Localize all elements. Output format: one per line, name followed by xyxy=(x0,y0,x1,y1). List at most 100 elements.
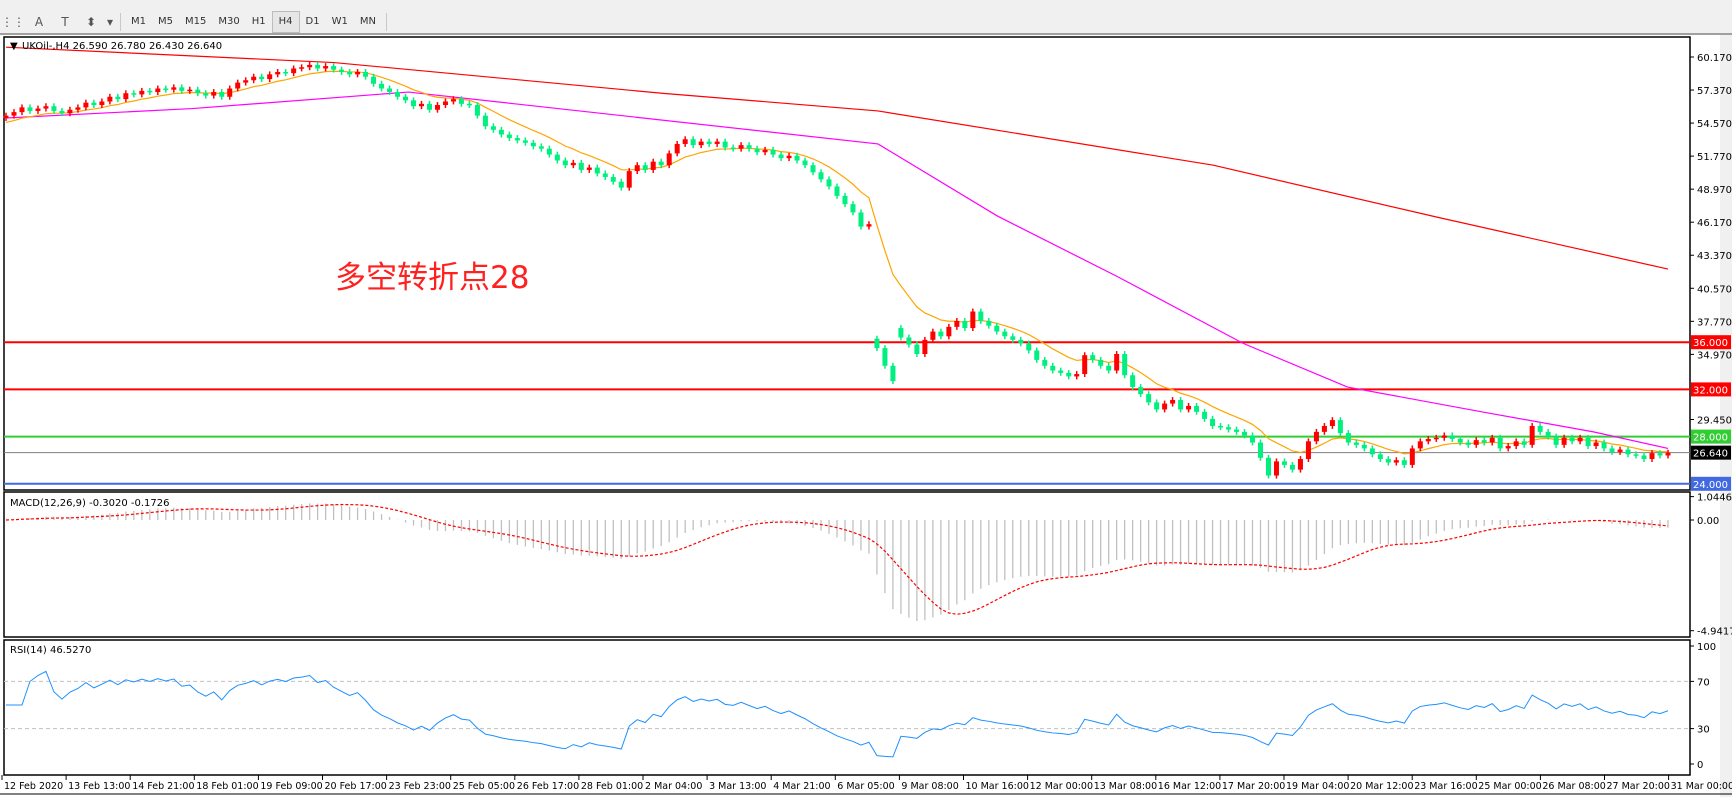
timeframe-mn[interactable]: MN xyxy=(359,16,376,27)
candle xyxy=(1433,434,1439,442)
arrows-icon[interactable]: ⬍ xyxy=(85,15,97,29)
candle xyxy=(874,335,880,352)
candle-body xyxy=(522,140,528,143)
candle-body xyxy=(930,331,936,340)
macd-indicator: 1.0446 0.00 -4.9417 xyxy=(5,493,1732,638)
price-tick-label: 60.170 xyxy=(1697,53,1732,64)
candle-body xyxy=(458,99,464,104)
candle xyxy=(1497,434,1503,452)
candle-body xyxy=(259,76,265,80)
candle-body xyxy=(514,138,520,141)
candle xyxy=(195,86,201,97)
dropdown-icon[interactable]: ▾ xyxy=(106,15,114,29)
candle xyxy=(315,61,321,72)
timeframe-m5[interactable]: M5 xyxy=(158,16,173,27)
candle-body xyxy=(1082,355,1088,375)
rsi-indicator: 100 70 30 0 xyxy=(4,642,1716,771)
candle-body xyxy=(434,105,440,110)
candle-body xyxy=(1417,441,1423,449)
time-tick-label: 3 Mar 13:00 xyxy=(709,781,766,792)
candle xyxy=(379,80,385,92)
candle-body xyxy=(1018,339,1024,344)
candle xyxy=(1385,456,1391,466)
timeframe-h4[interactable]: H4 xyxy=(271,11,300,33)
candle-body xyxy=(1002,331,1008,337)
candle xyxy=(1273,458,1279,479)
candle-body xyxy=(1353,442,1359,445)
candle-body xyxy=(770,149,776,155)
candle xyxy=(698,138,704,149)
candle-body xyxy=(1529,425,1535,445)
candle-body xyxy=(1289,464,1295,470)
level-label: 32.000 xyxy=(1693,385,1728,396)
candle-body xyxy=(67,109,73,114)
candle xyxy=(283,69,289,77)
timeframe-w1[interactable]: W1 xyxy=(331,16,348,27)
rsi-label: RSI(14) 46.5270 xyxy=(10,645,91,656)
candle-body xyxy=(331,66,337,70)
macd-tick-label: 0.00 xyxy=(1697,516,1719,527)
candle xyxy=(522,137,528,146)
candle xyxy=(123,90,129,103)
candle-body xyxy=(530,142,536,147)
candle xyxy=(650,158,656,173)
time-tick-label: 16 Mar 12:00 xyxy=(1158,781,1221,792)
candle xyxy=(506,131,512,142)
candle-body xyxy=(1497,437,1503,449)
price-panel xyxy=(3,36,1691,491)
candle xyxy=(474,102,480,119)
price-tick-label: 46.170 xyxy=(1697,218,1732,229)
candle-body xyxy=(618,181,624,188)
candle-body xyxy=(1633,454,1639,456)
time-tick-label: 19 Mar 04:00 xyxy=(1286,781,1349,792)
candle xyxy=(251,73,257,84)
candle xyxy=(562,157,568,169)
candle xyxy=(1353,439,1359,448)
timeframe-m15[interactable]: M15 xyxy=(185,16,207,27)
candle-body xyxy=(1665,452,1671,456)
price-axis: 60.170 57.370 54.570 51.770 48.970 46.170 43.3… xyxy=(1690,53,1732,426)
candle-body xyxy=(586,167,592,170)
candle xyxy=(778,151,784,162)
candle-body xyxy=(1058,370,1064,373)
grid-f-icon[interactable]: ⋮⋮ xyxy=(1,15,25,29)
text-label-icon[interactable]: T xyxy=(61,15,69,29)
candle xyxy=(331,63,337,73)
timeframe-m30[interactable]: M30 xyxy=(218,16,240,27)
chart-menu-triangle-icon[interactable]: ▼ xyxy=(10,41,18,52)
timeframe-d1[interactable]: D1 xyxy=(305,16,320,27)
candle-body xyxy=(187,89,193,92)
candle xyxy=(1218,423,1224,431)
candle xyxy=(1210,415,1216,429)
candle-body xyxy=(1138,387,1144,395)
candle-body xyxy=(395,92,401,97)
candle-body xyxy=(1441,435,1447,438)
candle xyxy=(954,318,960,330)
candle-body xyxy=(155,88,161,93)
level-label: 36.000 xyxy=(1693,338,1728,349)
candle xyxy=(147,87,153,95)
rsi-tick-label: 100 xyxy=(1697,642,1716,653)
candle xyxy=(403,93,409,104)
candle-body xyxy=(1098,359,1104,366)
candle-body xyxy=(490,126,496,130)
candle xyxy=(171,84,177,93)
candle xyxy=(1034,347,1040,363)
candle-body xyxy=(1106,365,1112,371)
candle xyxy=(530,139,536,150)
rsi-tick-label: 0 xyxy=(1697,760,1703,771)
text-a-icon[interactable]: A xyxy=(34,15,44,29)
candle-body xyxy=(1034,350,1040,360)
ma-slow-line xyxy=(5,46,1669,270)
candle xyxy=(1313,428,1319,445)
candle-body xyxy=(722,141,728,148)
candle xyxy=(19,104,25,116)
candle xyxy=(626,168,632,191)
time-tick-label: 27 Mar 20:00 xyxy=(1607,781,1670,792)
time-tick-label: 12 Feb 2020 xyxy=(4,781,63,792)
timeframe-h1[interactable]: H1 xyxy=(251,16,266,27)
candle-body xyxy=(35,108,41,111)
candle xyxy=(1617,446,1623,455)
timeframe-m1[interactable]: M1 xyxy=(131,16,146,27)
